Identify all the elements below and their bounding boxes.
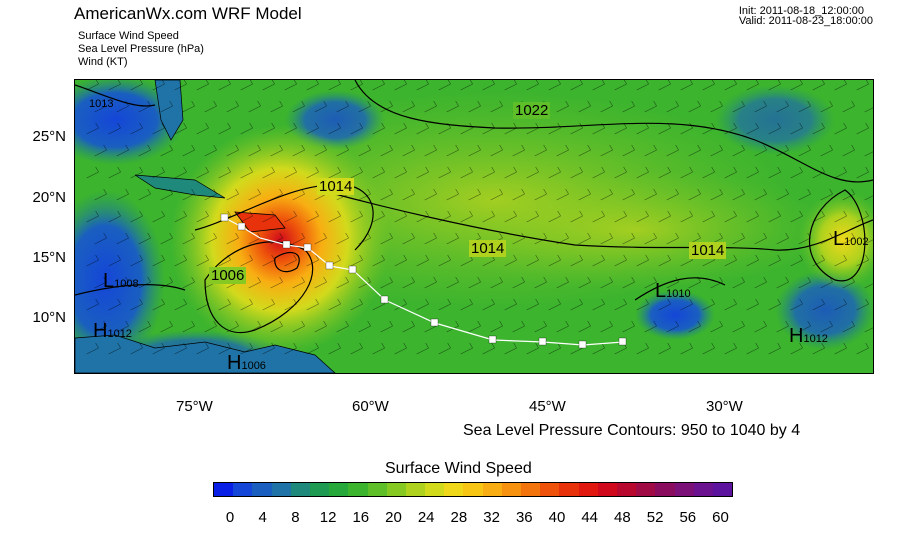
calm-region: [775, 270, 873, 350]
colorbar-segment: [616, 483, 637, 496]
colorbar-segment: [290, 483, 310, 496]
colorbar-tick-label: 16: [352, 509, 370, 526]
lon-label-30w: 30°W: [706, 398, 743, 415]
colorbar-segment: [348, 483, 368, 496]
colorbar-segment: [309, 483, 330, 496]
colorbar-segment: [405, 483, 426, 496]
colorbar-tick-label: 60: [712, 509, 729, 526]
calm-region: [75, 80, 185, 165]
colorbar-segment: [252, 483, 272, 496]
colorbar-tick-label: 0: [225, 509, 235, 526]
storm-track-points: [220, 213, 627, 349]
colorbar-tick-label: 56: [679, 509, 697, 526]
low-pressure-center: L1002: [833, 228, 869, 250]
init-time: Init: 2011-08-18_12:00:00: [738, 5, 865, 17]
colorbar-tick-label: 12: [319, 509, 337, 526]
contour-note: Sea Level Pressure Contours: 950 to 1040…: [463, 422, 801, 439]
colorbar-segment: [463, 483, 483, 496]
colorbar-segment: [444, 483, 464, 496]
colorbar-tick-label: 52: [646, 509, 664, 526]
low-pressure-center: L1008: [103, 270, 139, 292]
lat-label-25n: 25°N: [32, 128, 66, 145]
lon-label-75w: 75°W: [176, 398, 213, 415]
florida-land: [154, 80, 184, 141]
colorbar-segment: [540, 483, 560, 496]
contour-label: 1014: [317, 178, 355, 195]
subtitle-wind-speed: Surface Wind Speed: [78, 30, 179, 42]
calm-region: [75, 190, 165, 370]
colorbar-segment: [233, 483, 253, 496]
wind-field-band: [435, 170, 835, 290]
lon-label-45w: 45°W: [529, 398, 566, 415]
chart-title: AmericanWx.com WRF Model: [74, 4, 302, 23]
cuba-land: [134, 174, 226, 199]
colorbar-segment: [271, 483, 291, 496]
run-times: Init: 2011-08-18_12:00:00 Valid: 2011-08…: [738, 5, 873, 27]
colorbar-segment: [597, 483, 617, 496]
colorbar-segment: [578, 483, 598, 496]
valid-time: Valid: 2011-08-23_18:00:00: [738, 15, 873, 27]
high-pressure-center: H1012: [93, 320, 132, 342]
colorbar-segment: [501, 483, 521, 496]
colorbar-title: Surface Wind Speed: [385, 460, 532, 477]
colorbar-tick-label: 40: [548, 509, 566, 526]
colorbar: [213, 482, 733, 497]
high-pressure-center: H1012: [789, 325, 828, 347]
isobars: [75, 80, 873, 334]
map-panel: 1013 1022 1014 1014 1014 1006 L1010 L100…: [74, 79, 874, 374]
colorbar-segment: [636, 483, 656, 496]
colorbar-tick-label: 28: [450, 509, 468, 526]
colorbar-segment: [386, 483, 406, 496]
colorbar-tick-label: 36: [515, 509, 533, 526]
map-canvas: [75, 80, 873, 373]
contour-label: 1022: [513, 102, 551, 119]
high-pressure-center: H1006: [227, 352, 266, 374]
contour-label: 1014: [469, 240, 507, 257]
colorbar-tick-label: 8: [291, 509, 300, 526]
subtitle-pressure: Sea Level Pressure (hPa): [78, 43, 204, 55]
lat-label-10n: 10°N: [32, 309, 66, 326]
colorbar-tick-label: 32: [483, 509, 500, 526]
colorbar-segment: [693, 483, 713, 496]
low-pressure-center: L1010: [655, 280, 691, 302]
contour-label: 1013: [89, 98, 114, 110]
colorbar-segment: [712, 483, 733, 496]
colorbar-segment: [425, 483, 445, 496]
hurricane-wind-maximum: [170, 125, 390, 355]
colorbar-tick-label: 24: [417, 509, 435, 526]
colorbar-tick-label: 44: [581, 509, 599, 526]
calm-region: [635, 290, 715, 340]
colorbar-tick-label: 4: [258, 509, 267, 526]
lat-label-20n: 20°N: [32, 189, 66, 206]
wind-barbs: [86, 80, 873, 355]
subtitle-wind: Wind (KT): [78, 56, 128, 68]
colorbar-segment: [482, 483, 502, 496]
colorbar-segment: [674, 483, 694, 496]
colorbar-segment: [214, 483, 234, 496]
colorbar-segment: [367, 483, 387, 496]
lat-label-15n: 15°N: [32, 249, 66, 266]
colorbar-tick-label: 48: [614, 509, 631, 526]
south-america-land: [75, 334, 336, 373]
colorbar-tick-label: 20: [385, 509, 402, 526]
contour-label: 1006: [209, 267, 247, 284]
colorbar-segment: [559, 483, 579, 496]
colorbar-segment: [329, 483, 349, 496]
contour-label: 1014: [689, 242, 727, 259]
colorbar-segment: [655, 483, 675, 496]
lon-label-60w: 60°W: [352, 398, 389, 415]
colorbar-segment: [521, 483, 541, 496]
calm-region: [715, 85, 835, 155]
